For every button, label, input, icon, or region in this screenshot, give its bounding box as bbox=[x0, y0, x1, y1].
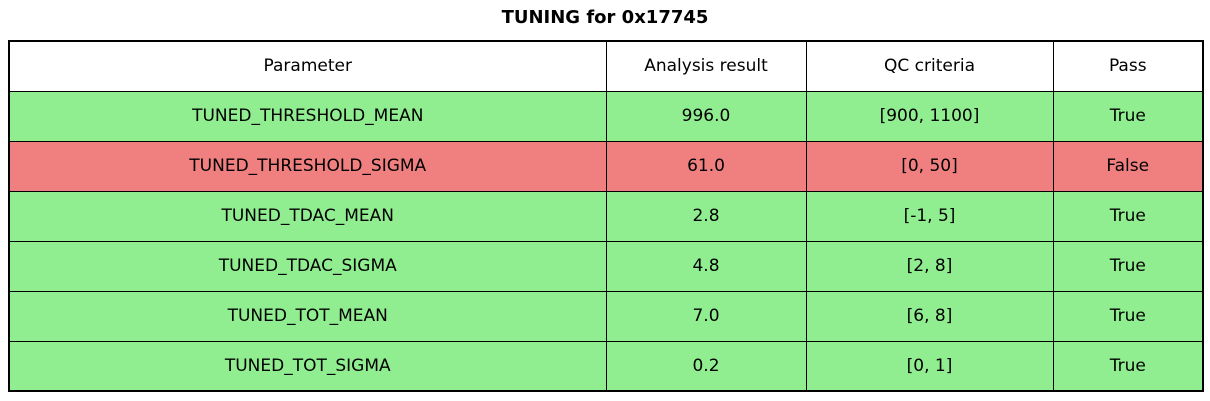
cell-parameter: TUNED_TDAC_MEAN bbox=[8, 190, 607, 242]
cell-qc-criteria: [0, 50] bbox=[805, 140, 1054, 192]
cell-parameter: TUNED_THRESHOLD_MEAN bbox=[8, 90, 607, 142]
cell-qc-criteria: [-1, 5] bbox=[805, 190, 1054, 242]
table-row: TUNED_THRESHOLD_SIGMA 61.0 [0, 50] False bbox=[8, 140, 1204, 192]
cell-parameter: TUNED_THRESHOLD_SIGMA bbox=[8, 140, 607, 192]
cell-pass: True bbox=[1052, 90, 1204, 142]
cell-pass: False bbox=[1052, 140, 1204, 192]
cell-pass: True bbox=[1052, 190, 1204, 242]
table-row: TUNED_TDAC_SIGMA 4.8 [2, 8] True bbox=[8, 240, 1204, 292]
table-row: TUNED_TOT_SIGMA 0.2 [0, 1] True bbox=[8, 340, 1204, 392]
column-header-parameter: Parameter bbox=[8, 40, 607, 92]
cell-qc-criteria: [0, 1] bbox=[805, 340, 1054, 392]
figure-title: TUNING for 0x17745 bbox=[501, 7, 709, 28]
cell-pass: True bbox=[1052, 290, 1204, 342]
column-header-pass: Pass bbox=[1052, 40, 1204, 92]
column-header-analysis-result: Analysis result bbox=[605, 40, 807, 92]
cell-pass: True bbox=[1052, 340, 1204, 392]
cell-analysis-result: 7.0 bbox=[605, 290, 807, 342]
cell-qc-criteria: [900, 1100] bbox=[805, 90, 1054, 142]
table-row: TUNED_TDAC_MEAN 2.8 [-1, 5] True bbox=[8, 190, 1204, 242]
table-row: TUNED_TOT_MEAN 7.0 [6, 8] True bbox=[8, 290, 1204, 342]
cell-parameter: TUNED_TOT_MEAN bbox=[8, 290, 607, 342]
cell-analysis-result: 61.0 bbox=[605, 140, 807, 192]
qc-table: Parameter Analysis result QC criteria Pa… bbox=[8, 40, 1204, 392]
table-row: TUNED_THRESHOLD_MEAN 996.0 [900, 1100] T… bbox=[8, 90, 1204, 142]
cell-parameter: TUNED_TOT_SIGMA bbox=[8, 340, 607, 392]
cell-analysis-result: 4.8 bbox=[605, 240, 807, 292]
column-header-qc-criteria: QC criteria bbox=[805, 40, 1054, 92]
cell-analysis-result: 0.2 bbox=[605, 340, 807, 392]
cell-analysis-result: 2.8 bbox=[605, 190, 807, 242]
header-row: Parameter Analysis result QC criteria Pa… bbox=[8, 40, 1204, 92]
cell-pass: True bbox=[1052, 240, 1204, 292]
cell-parameter: TUNED_TDAC_SIGMA bbox=[8, 240, 607, 292]
cell-qc-criteria: [2, 8] bbox=[805, 240, 1054, 292]
cell-analysis-result: 996.0 bbox=[605, 90, 807, 142]
cell-qc-criteria: [6, 8] bbox=[805, 290, 1054, 342]
